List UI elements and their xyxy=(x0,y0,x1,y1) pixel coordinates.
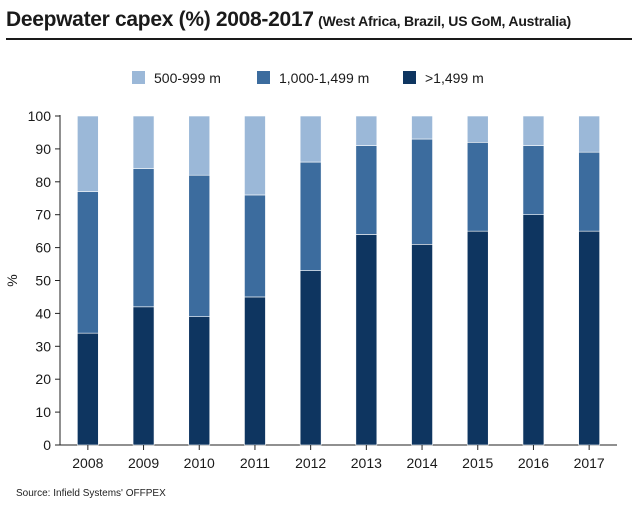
bar-segment xyxy=(522,214,545,446)
bar-segment xyxy=(77,191,99,334)
bar-segment xyxy=(355,115,378,146)
legend-label: >1,499 m xyxy=(425,70,484,86)
chart-title-region: (West Africa, Brazil, US GoM, Australia) xyxy=(318,13,571,29)
x-tick-label: 2016 xyxy=(518,455,549,471)
bar-segment xyxy=(578,230,600,446)
bar-segment xyxy=(466,115,489,143)
x-tick-label: 2010 xyxy=(184,455,215,471)
chart-title-main: Deepwater capex (%) 2008-2017 xyxy=(6,8,314,31)
bar-segment xyxy=(411,138,433,245)
y-tick-label: 30 xyxy=(35,338,51,354)
bar-segment xyxy=(466,142,489,232)
legend-label: 1,000-1,499 m xyxy=(279,70,369,86)
x-tick-label: 2014 xyxy=(406,455,437,471)
y-axis-label: % xyxy=(4,274,20,286)
bar-segment xyxy=(244,296,266,446)
x-tick-label: 2013 xyxy=(351,455,382,471)
legend-swatch xyxy=(403,71,416,84)
legend-swatch xyxy=(132,71,145,84)
bar-segment xyxy=(77,115,99,192)
y-tick-label: 0 xyxy=(43,437,51,453)
y-tick-label: 40 xyxy=(35,305,51,321)
y-tick-label: 50 xyxy=(35,273,51,289)
y-tick-label: 60 xyxy=(35,240,51,256)
bar-segment xyxy=(411,244,433,446)
bar-segment xyxy=(132,168,155,308)
source-note: Source: Infield Systems' OFFPEX xyxy=(16,488,166,499)
x-tick-label: 2017 xyxy=(574,455,605,471)
bar-segment xyxy=(522,115,545,146)
bar-segment xyxy=(132,306,155,446)
bar-segment xyxy=(299,161,322,271)
bar-segment xyxy=(188,316,211,446)
bar-segment xyxy=(244,115,266,196)
legend-swatch xyxy=(257,71,270,84)
y-tick-label: 70 xyxy=(35,207,51,223)
x-tick-label: 2009 xyxy=(128,455,159,471)
bar-segment xyxy=(466,230,489,446)
bar-segment xyxy=(411,115,433,140)
bar-segment xyxy=(299,115,322,163)
stacked-bar-chart: 0 10 20 30 40 50 60 70 80 90 100% 2008 2009 2010 2011 2… xyxy=(4,70,617,471)
bar-segment xyxy=(77,332,99,446)
bar-segment xyxy=(578,115,600,153)
bar-segment xyxy=(578,151,600,232)
bar-segment xyxy=(355,234,378,446)
x-tick-label: 2011 xyxy=(240,455,270,471)
bar-segment xyxy=(299,270,322,446)
y-tick-label: 20 xyxy=(35,371,51,387)
y-tick-label: 10 xyxy=(35,404,51,420)
y-tick-label: 100 xyxy=(28,108,52,124)
y-tick-label: 90 xyxy=(35,141,51,157)
chart-title: Deepwater capex (%) 2008-2017 (West Afri… xyxy=(6,8,632,40)
x-tick-label: 2012 xyxy=(295,455,326,471)
x-tick-label: 2015 xyxy=(462,455,493,471)
bar-segment xyxy=(244,194,266,298)
y-tick-label: 80 xyxy=(35,174,51,190)
legend-label: 500-999 m xyxy=(154,70,221,86)
bar-segment xyxy=(132,115,155,169)
bar-segment xyxy=(522,145,545,215)
bar-segment xyxy=(188,115,211,176)
bar-segment xyxy=(188,174,211,317)
bar-segment xyxy=(355,145,378,235)
x-tick-label: 2008 xyxy=(72,455,103,471)
